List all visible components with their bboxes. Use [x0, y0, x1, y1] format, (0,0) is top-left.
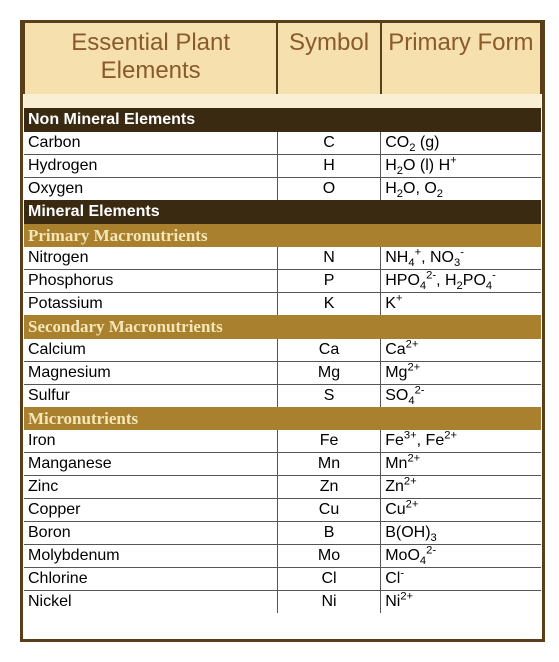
table-row: MolybdenumMoMoO42-: [24, 544, 541, 567]
table-row: CalciumCaCa2+: [24, 339, 541, 362]
element-name: Boron: [24, 521, 277, 544]
element-symbol: K: [277, 293, 380, 316]
element-symbol: S: [277, 384, 380, 407]
element-primary-form: Mn2+: [381, 452, 541, 475]
element-name: Phosphorus: [24, 270, 277, 293]
element-primary-form: HPO42-, H2PO4-: [381, 270, 541, 293]
element-symbol: Mn: [277, 452, 380, 475]
table-row: IronFeFe3+, Fe2+: [24, 430, 541, 453]
element-name: Calcium: [24, 339, 277, 362]
element-symbol: P: [277, 270, 380, 293]
element-symbol: N: [277, 247, 380, 270]
element-primary-form: Cl-: [381, 567, 541, 590]
element-primary-form: Mg2+: [381, 361, 541, 384]
section-header-dark: Non Mineral Elements: [24, 108, 541, 132]
element-primary-form: Zn2+: [381, 475, 541, 498]
element-name: Sulfur: [24, 384, 277, 407]
table-row: BoronBB(OH)3: [24, 521, 541, 544]
element-name: Nitrogen: [24, 247, 277, 270]
element-primary-form: Cu2+: [381, 498, 541, 521]
section-label: Mineral Elements: [24, 200, 277, 224]
element-symbol: C: [277, 132, 380, 155]
section-label: Micronutrients: [24, 407, 277, 430]
element-name: Oxygen: [24, 178, 277, 201]
section-label: Secondary Macronutrients: [24, 315, 277, 338]
header-row: Essential Plant Elements Symbol Primary …: [24, 23, 541, 94]
element-primary-form: Ni2+: [381, 590, 541, 613]
element-name: Zinc: [24, 475, 277, 498]
element-primary-form: CO2 (g): [381, 132, 541, 155]
table-row: SulfurSSO42-: [24, 384, 541, 407]
table-row: MagnesiumMgMg2+: [24, 361, 541, 384]
element-primary-form: K+: [381, 293, 541, 316]
section-header-gold: Micronutrients: [24, 407, 541, 430]
element-symbol: Ca: [277, 339, 380, 362]
col-header-form: Primary Form: [381, 23, 541, 94]
element-primary-form: B(OH)3: [381, 521, 541, 544]
element-symbol: Cu: [277, 498, 380, 521]
table-row: NitrogenNNH4+, NO3-: [24, 247, 541, 270]
element-name: Molybdenum: [24, 544, 277, 567]
table-row: HydrogenHH2O (l) H+: [24, 155, 541, 178]
section-header-gold: Primary Macronutrients: [24, 224, 541, 247]
element-symbol: Zn: [277, 475, 380, 498]
element-primary-form: H2O, O2: [381, 178, 541, 201]
section-label: Non Mineral Elements: [24, 108, 277, 132]
section-header-gold: Secondary Macronutrients: [24, 315, 541, 338]
table-row: CopperCuCu2+: [24, 498, 541, 521]
element-symbol: B: [277, 521, 380, 544]
table-row: PhosphorusPHPO42-, H2PO4-: [24, 270, 541, 293]
section-label: Primary Macronutrients: [24, 224, 277, 247]
table-body: Non Mineral ElementsCarbonCCO2 (g)Hydrog…: [24, 94, 541, 639]
element-name: Chlorine: [24, 567, 277, 590]
element-name: Nickel: [24, 590, 277, 613]
element-name: Iron: [24, 430, 277, 453]
table-row: OxygenOH2O, O2: [24, 178, 541, 201]
bottom-spacer-row: [24, 613, 541, 639]
element-name: Hydrogen: [24, 155, 277, 178]
element-name: Copper: [24, 498, 277, 521]
element-name: Magnesium: [24, 361, 277, 384]
elements-table: Essential Plant Elements Symbol Primary …: [23, 23, 542, 639]
col-header-symbol: Symbol: [277, 23, 380, 94]
element-primary-form: MoO42-: [381, 544, 541, 567]
element-symbol: Mo: [277, 544, 380, 567]
element-primary-form: Fe3+, Fe2+: [381, 430, 541, 453]
table-row: NickelNiNi2+: [24, 590, 541, 613]
element-symbol: Ni: [277, 590, 380, 613]
table-row: ZincZnZn2+: [24, 475, 541, 498]
table-row: ManganeseMnMn2+: [24, 452, 541, 475]
element-symbol: Cl: [277, 567, 380, 590]
section-header-dark: Mineral Elements: [24, 200, 541, 224]
table-row: CarbonCCO2 (g): [24, 132, 541, 155]
element-name: Carbon: [24, 132, 277, 155]
element-primary-form: H2O (l) H+: [381, 155, 541, 178]
element-symbol: Mg: [277, 361, 380, 384]
element-symbol: O: [277, 178, 380, 201]
elements-table-container: Essential Plant Elements Symbol Primary …: [20, 20, 545, 642]
element-symbol: H: [277, 155, 380, 178]
element-name: Potassium: [24, 293, 277, 316]
spacer-row: [24, 94, 541, 108]
element-name: Manganese: [24, 452, 277, 475]
table-row: ChlorineClCl-: [24, 567, 541, 590]
table-row: PotassiumKK+: [24, 293, 541, 316]
element-primary-form: SO42-: [381, 384, 541, 407]
element-primary-form: Ca2+: [381, 339, 541, 362]
element-symbol: Fe: [277, 430, 380, 453]
element-primary-form: NH4+, NO3-: [381, 247, 541, 270]
col-header-elements: Essential Plant Elements: [24, 23, 277, 94]
